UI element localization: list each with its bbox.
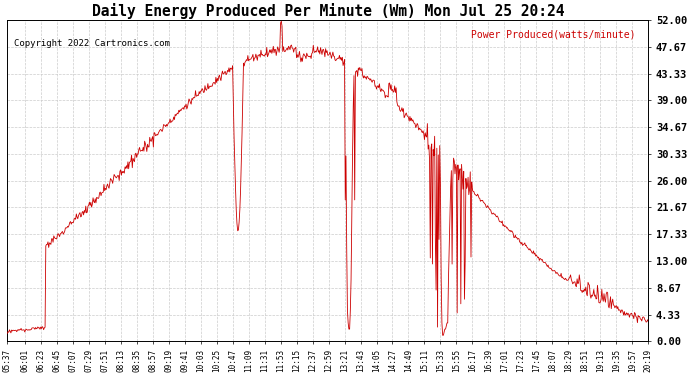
Title: Daily Energy Produced Per Minute (Wm) Mon Jul 25 20:24: Daily Energy Produced Per Minute (Wm) Mo…	[92, 3, 564, 19]
Text: Power Produced(watts/minute): Power Produced(watts/minute)	[471, 30, 635, 40]
Text: Copyright 2022 Cartronics.com: Copyright 2022 Cartronics.com	[14, 39, 170, 48]
